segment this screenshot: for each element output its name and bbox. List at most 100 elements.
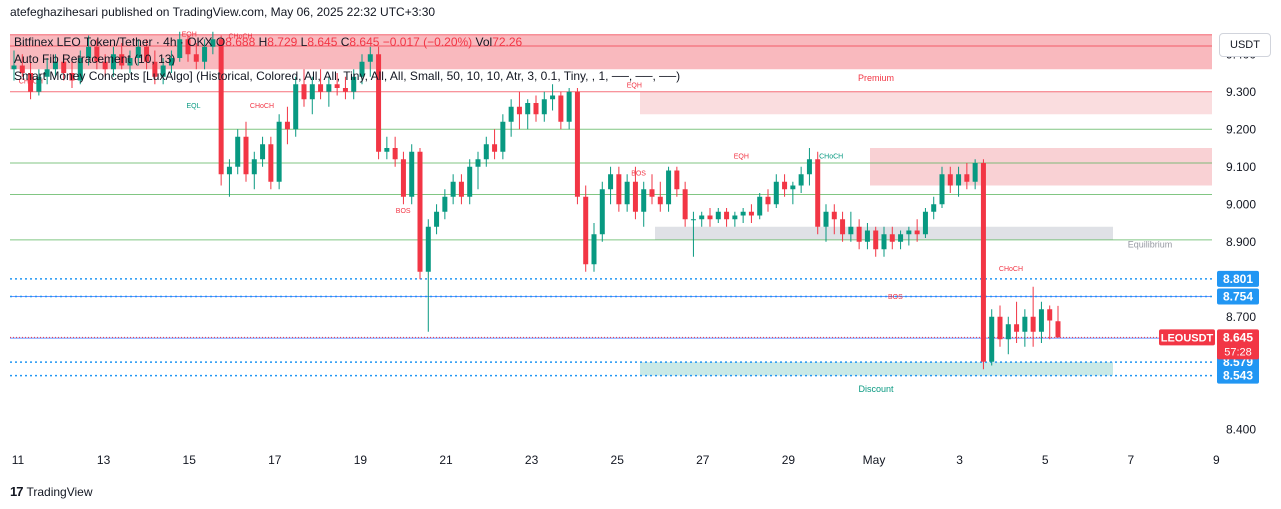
discount-label: Discount: [858, 384, 894, 394]
candle-body: [351, 76, 357, 92]
candle-body: [782, 181, 788, 190]
candle-body: [1055, 321, 1061, 338]
structure-label: CHoCH: [999, 266, 1023, 273]
y-tick-label: 8.700: [1226, 310, 1256, 324]
candle-body: [36, 76, 42, 92]
price-tag-bg: [1217, 367, 1259, 384]
candle-body: [740, 211, 746, 216]
candle-body: [442, 196, 448, 212]
candle-body: [193, 54, 199, 62]
candle-body: [989, 316, 995, 362]
candle-body: [947, 174, 953, 186]
candle-body: [235, 136, 241, 167]
symbol-tag-bg: [1159, 329, 1215, 346]
candle-body: [417, 151, 423, 272]
price-tag-text: 8.754: [1223, 290, 1253, 304]
structure-label: BOS: [631, 170, 646, 177]
candle-body: [500, 121, 506, 152]
candle-body: [135, 46, 141, 58]
x-tick-label: 23: [525, 453, 539, 467]
candle-body: [86, 46, 92, 58]
candle-body: [906, 230, 912, 235]
candle-body: [773, 181, 779, 205]
legend-row-symbol[interactable]: Bitfinex LEO Token/Tether · 4h · OKX O8.…: [14, 35, 522, 49]
candle-body: [276, 121, 282, 182]
candle-body: [707, 215, 713, 220]
candle-body: [666, 170, 672, 205]
price-tag-bg: [1217, 288, 1259, 305]
structure-label: BOS: [396, 208, 411, 215]
candle-body: [566, 91, 572, 122]
x-tick-label: 25: [611, 453, 625, 467]
candle-body: [1038, 309, 1044, 332]
structure-label: EQH: [182, 32, 197, 39]
candle-body: [152, 61, 158, 77]
zones-layer: [10, 34, 1212, 376]
structure-label: EQH: [627, 82, 642, 89]
candle-body: [1047, 309, 1053, 321]
premium-zone: [640, 91, 1212, 115]
candle-body: [632, 181, 638, 212]
candle-body: [823, 211, 829, 227]
legend-indicator-fib[interactable]: Auto Fib Retracement (10, 13): [14, 52, 176, 66]
candle-body: [52, 61, 58, 70]
ohlc-o-label: O: [215, 35, 226, 49]
candle-body: [1022, 316, 1028, 332]
candle-body: [765, 196, 771, 205]
candle-body: [28, 73, 34, 92]
currency-button[interactable]: USDT: [1219, 33, 1271, 57]
candle-body: [384, 148, 390, 152]
publisher-line: atefeghazihesari published on TradingVie…: [10, 5, 436, 19]
candle-body: [956, 174, 962, 186]
ohlc-c-label: C: [340, 35, 350, 49]
price-tag-text: 8.801: [1223, 272, 1253, 286]
candle-body: [608, 174, 614, 190]
equilibrium-label: Equilibrium: [1128, 240, 1173, 250]
candle-body: [19, 65, 25, 73]
premium-label: Premium: [858, 73, 894, 83]
candle-body: [757, 196, 763, 216]
structure-label: CHoCH: [250, 103, 274, 110]
candle-body: [218, 39, 224, 175]
candle-body: [815, 159, 821, 227]
candle-body: [583, 196, 589, 265]
x-axis: 11 13 15 17 19 21 23 25 27 29 May 3 5 7 9: [12, 453, 1220, 467]
candle-body: [922, 211, 928, 235]
candle-body: [144, 46, 150, 62]
x-tick-label: 17: [268, 453, 282, 467]
candle-body: [856, 226, 862, 242]
ohlc-low: 8.645: [307, 35, 338, 49]
candle-body: [284, 121, 290, 130]
x-tick-label: 7: [1127, 453, 1134, 467]
candle-body: [873, 230, 879, 250]
candle-body: [210, 39, 216, 47]
candle-body: [732, 215, 738, 220]
candle-body: [425, 226, 431, 272]
candle-body: [591, 234, 597, 265]
legend-indicator-smc[interactable]: Smart Money Concepts [LuxAlgo] (Historic…: [14, 69, 681, 83]
candle-body: [831, 211, 837, 220]
premium-top-zone: [10, 34, 1212, 70]
candle-body: [483, 144, 489, 160]
structure-label: EQL: [186, 103, 200, 110]
candle-body: [748, 211, 754, 216]
candle-body: [102, 61, 108, 70]
countdown-text: 57:28: [1224, 346, 1252, 358]
supply-zone: [870, 148, 1212, 186]
candle-body: [127, 58, 133, 66]
candle-body: [243, 136, 249, 175]
candle-body: [293, 84, 299, 130]
candle-body: [177, 39, 183, 58]
candle-body: [77, 58, 83, 81]
candle-body: [1005, 324, 1011, 340]
footer-brand[interactable]: 17 TradingView: [10, 484, 93, 499]
candle-body: [434, 211, 440, 227]
candle-body: [864, 230, 870, 242]
candle-body: [119, 54, 125, 66]
x-tick-label: 5: [1042, 453, 1049, 467]
candle-body: [980, 163, 986, 362]
structure-layer: Premium Equilibrium Discount EQH CHoCH CHoCH E…: [19, 32, 1172, 394]
candle-body: [599, 189, 605, 235]
